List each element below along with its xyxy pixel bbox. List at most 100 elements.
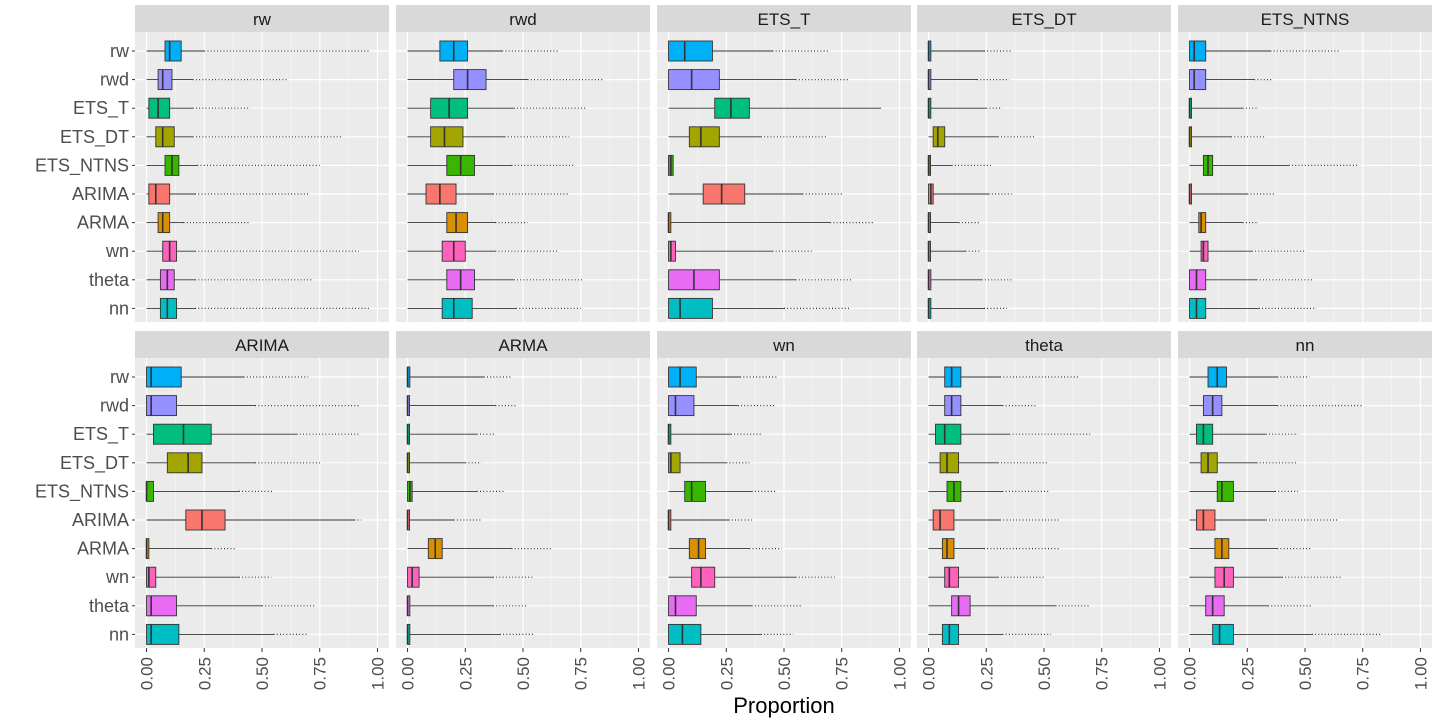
box-ets-dt [668,452,750,474]
box-body [668,452,681,474]
box-wn [928,566,1044,588]
x-tick-label: 1.00 [1150,657,1169,690]
box-ets-dt [928,126,1035,148]
y-tick-label: ETS_T [73,424,129,445]
y-tick-label: rw [110,367,130,387]
box-nn [668,297,851,319]
strip-label: ETS_T [758,10,811,29]
box-body [425,183,457,205]
box-body [668,366,697,388]
box-ets-dt [406,452,482,474]
box-body [932,126,946,148]
box-ets-ntns [146,154,320,176]
box-body [668,40,713,62]
x-tick-label: 0.50 [253,657,272,690]
box-wn [927,240,980,262]
box-body [1200,452,1218,474]
box-body [155,126,175,148]
box-arima [406,509,482,531]
box-rwd [928,395,1038,417]
strip-label: nn [1296,336,1315,355]
box-body [146,480,154,502]
y-tick-label: ETS_NTNS [35,155,129,176]
box-ets-t [407,97,586,119]
strip-background [135,331,389,358]
panel-nn: nn 0.00 0.25 0.50 0.75 1.00 [1178,331,1432,690]
box-body [453,69,487,91]
box-body [932,509,955,531]
x-tick-label: 0.50 [514,657,533,690]
box-arma [668,538,782,560]
x-tick-label: 0.50 [1296,657,1315,690]
strip-label: ARIMA [235,336,290,355]
x-tick-label: 0.75 [833,657,852,690]
box-theta [668,595,803,617]
box-body [1212,623,1234,645]
box-rwd [1189,69,1273,91]
y-tick-label: ETS_DT [60,127,129,148]
box-body [146,366,182,388]
y-tick-label: rwd [100,396,129,416]
box-arma [1189,212,1259,234]
x-tick-label: 1.00 [890,657,909,690]
box-theta [146,595,316,617]
strip-background [657,331,911,358]
strip-label: theta [1025,336,1063,355]
box-body [702,183,746,205]
x-tick-label: 0.75 [311,657,330,690]
box-nn [668,623,794,645]
panel-rw: rw rw rwd ETS_T ETS_DT ETS_NTNS ARIMA ARMA wn the… [35,5,389,322]
panels-layer: rw rw rwd ETS_T ETS_DT ETS_NTNS ARIMA ARMA wn the… [35,5,1432,690]
box-theta [927,269,1012,291]
box-body [157,69,173,91]
box-arma [927,212,980,234]
box-arma [407,538,551,560]
panel-theta: theta 0.00 0.25 0.50 0.75 1.00 [917,331,1171,690]
box-theta [407,269,584,291]
box-wn [668,566,835,588]
x-tick-label: 0.25 [1238,657,1257,690]
strip-background [657,5,911,32]
box-body [407,566,420,588]
box-body [1189,69,1207,91]
strip-background [396,5,650,32]
panel-wn: wn 0.00 0.25 0.50 0.75 1.00 [657,331,911,690]
box-ets-ntns [668,154,674,176]
box-body [935,423,962,445]
box-body [166,452,203,474]
box-body [153,423,212,445]
strip-label: ETS_NTNS [1261,10,1350,29]
box-rwd [146,69,288,91]
box-ets-t [146,423,359,445]
strip-background [135,5,389,32]
x-tick-label: 0.75 [572,657,591,690]
box-body [684,480,706,502]
box-arma [145,538,237,560]
box-body [1189,40,1207,62]
box-arima [1188,183,1275,205]
box-body [688,538,706,560]
box-wn [407,566,535,588]
panel-arma: ARMA 0.00 0.25 0.50 0.75 1.00 [396,331,650,690]
x-tick-label: 0.25 [977,657,996,690]
box-body [164,40,182,62]
box-ets-t [667,423,761,445]
box-theta [668,269,851,291]
box-ets-ntns [928,480,1049,502]
box-theta [928,595,1091,617]
box-ets-t [146,97,251,119]
box-body [430,126,464,148]
box-rw [146,366,309,388]
box-rwd [668,395,775,417]
box-nn [146,623,309,645]
box-rw [668,366,778,388]
box-rw [406,366,512,388]
box-rw [146,40,371,62]
panel-rwd: rwd [396,5,650,322]
box-body [944,395,962,417]
box-rw [668,40,831,62]
y-tick-label: ETS_NTNS [35,481,129,502]
x-tick-label: 0.75 [1354,657,1373,690]
y-tick-label: ETS_DT [60,453,129,474]
box-body [688,126,720,148]
